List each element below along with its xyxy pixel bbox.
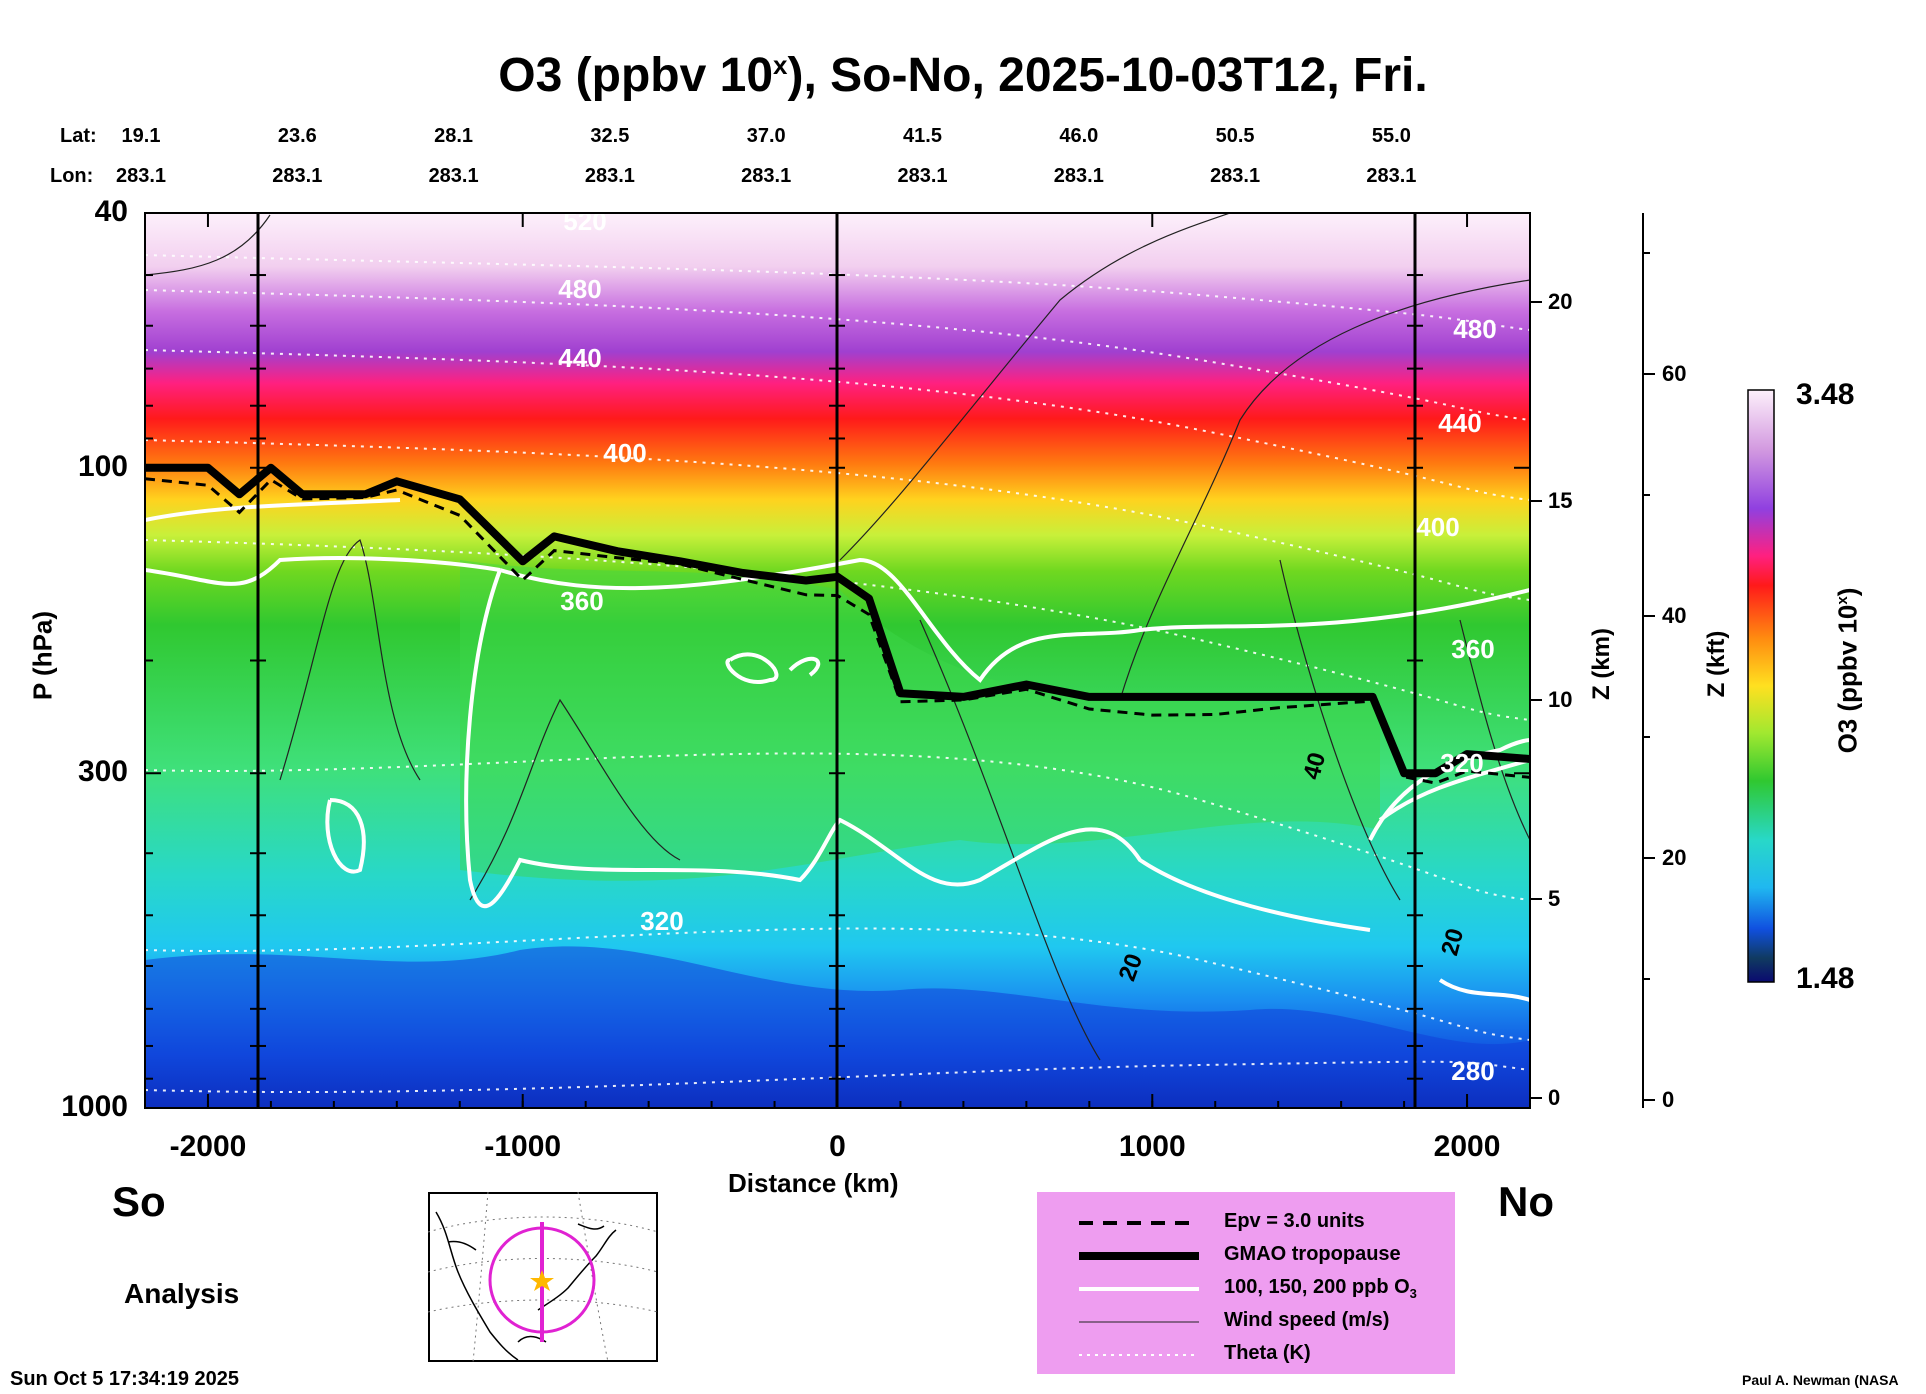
- zkft-tick-label: 40: [1662, 603, 1687, 628]
- epv-line: [145, 477, 1530, 785]
- x-tick-label: 2000: [1433, 1130, 1501, 1163]
- wind-contour: [839, 213, 1231, 561]
- zkft-tick-label: 20: [1662, 845, 1687, 870]
- zkm-tick-label: 5: [1548, 886, 1561, 911]
- tropopause-line: [145, 463, 1530, 778]
- o3-contour: [145, 556, 501, 586]
- colorbar-label: O3 (ppbv 10x): [1832, 587, 1863, 754]
- zkft-axis-label: Z (kft): [1703, 630, 1730, 698]
- wind-contour: [1279, 559, 1401, 901]
- analysis-label: Analysis: [124, 1278, 240, 1309]
- lat-value: 55.0: [1371, 125, 1411, 147]
- theta-labels: 520 480 440 400 360 320 280 480 440 400 360 320: [558, 206, 1496, 1086]
- zkm-tick-label: 15: [1548, 488, 1573, 513]
- lon-value: 283.1: [897, 165, 948, 187]
- lon-label: Lon:: [50, 165, 94, 187]
- lon-value: 283.1: [741, 165, 792, 187]
- timestamp: Sun Oct 5 17:34:19 2025: [10, 1368, 240, 1390]
- theta-label: 400: [603, 438, 646, 468]
- mid-green-region: [460, 560, 1380, 881]
- o3-contours: [145, 498, 1530, 1002]
- o3-contour: [464, 569, 1371, 932]
- inset-map: [428, 1192, 658, 1362]
- zkm-axis-label: Z (km): [1588, 628, 1615, 700]
- x-tick-label: 1000: [1118, 1130, 1186, 1163]
- colorbar-max-label: 3.48: [1796, 378, 1855, 411]
- lat-value: 46.0: [1059, 125, 1099, 147]
- lat-value: 32.5: [590, 125, 630, 147]
- wind-contour: [1119, 279, 1530, 701]
- o3-contour: [1438, 978, 1530, 1002]
- lat-value: 28.1: [434, 125, 474, 147]
- north-marker: No: [1498, 1178, 1554, 1225]
- colorbar: [1747, 389, 1775, 983]
- o3-contour: [725, 652, 821, 684]
- zkm-tick-label: 10: [1548, 687, 1573, 712]
- y-tick-label: 100: [77, 449, 128, 483]
- lat-value: 50.5: [1215, 125, 1255, 147]
- wind-contour: [469, 698, 681, 901]
- credit: Paul A. Newman (NASA: [1742, 1372, 1899, 1388]
- legend-item-epv: Epv = 3.0 units: [1079, 1210, 1365, 1232]
- theta-label: 440: [558, 343, 601, 373]
- theta-label: 320: [640, 906, 683, 936]
- theta-label-right: 320: [1440, 748, 1483, 778]
- lon-value: 283.1: [584, 165, 635, 187]
- o3-contour: [325, 798, 366, 874]
- lat-value: 19.1: [121, 125, 161, 147]
- theta-label-right: 480: [1453, 314, 1496, 344]
- y-tick-label: 1000: [61, 1090, 128, 1123]
- y-tick-label: 300: [77, 755, 128, 789]
- theta-contour: [145, 752, 1530, 901]
- map-center-star: [530, 1270, 554, 1291]
- coastline: [435, 1211, 617, 1361]
- south-marker: So: [112, 1178, 166, 1225]
- theta-label-right: 360: [1451, 634, 1494, 664]
- lon-value: 283.1: [272, 165, 323, 187]
- wind-contour: [1459, 619, 1530, 841]
- theta-label: 480: [558, 274, 601, 304]
- theta-label-right: 400: [1416, 512, 1459, 542]
- y-axis-label: P (hPa): [27, 610, 58, 701]
- zkm-tick-label: 0: [1548, 1085, 1561, 1110]
- legend-item-wind: Wind speed (m/s): [1079, 1309, 1390, 1331]
- o3-contour: [1378, 758, 1530, 822]
- theta-contours: [145, 254, 1530, 1094]
- o3-contour: [145, 498, 401, 522]
- theta-label-right: 440: [1438, 408, 1481, 438]
- y-tick-label: 40: [94, 195, 128, 228]
- lon-value: 283.1: [428, 165, 479, 187]
- lat-value: 23.6: [277, 125, 317, 147]
- x-tick-label: -1000: [484, 1130, 562, 1163]
- lon-value: 283.1: [1210, 165, 1261, 187]
- zkft-tick-label: 60: [1662, 361, 1687, 386]
- lat-label: Lat:: [60, 125, 97, 147]
- theta-contour: [145, 539, 1530, 721]
- legend-item-tropopause: GMAO tropopause: [1079, 1243, 1401, 1265]
- wind-contour: [279, 539, 421, 781]
- lon-value: 283.1: [115, 165, 167, 187]
- theta-label: 280: [1451, 1056, 1494, 1086]
- lat-value: 37.0: [746, 125, 786, 147]
- legend: Epv = 3.0 units GMAO tropopause 100, 150…: [1037, 1192, 1455, 1374]
- theta-contour: [145, 289, 1530, 421]
- x-tick-label: 0: [829, 1130, 846, 1163]
- x-axis-label: Distance (km): [728, 1168, 899, 1198]
- lon-value: 283.1: [1053, 165, 1104, 187]
- lon-value: 283.1: [1366, 165, 1417, 187]
- x-tick-label: -2000: [169, 1130, 247, 1163]
- chart-title: O3 (ppbv 10x), So-No, 2025-10-03T12, Fri…: [498, 49, 1428, 102]
- zkm-tick-label: 20: [1548, 289, 1573, 314]
- legend-item-o3-contours: 100, 150, 200 ppb O3: [1079, 1276, 1417, 1301]
- zkft-tick-label: 0: [1662, 1087, 1675, 1112]
- o3-contour: [499, 557, 1530, 683]
- legend-item-theta: Theta (K): [1079, 1342, 1311, 1364]
- colorbar-min-label: 1.48: [1796, 962, 1855, 995]
- theta-label: 520: [563, 206, 606, 236]
- theta-label: 360: [560, 586, 603, 616]
- lat-value: 41.5: [903, 125, 942, 147]
